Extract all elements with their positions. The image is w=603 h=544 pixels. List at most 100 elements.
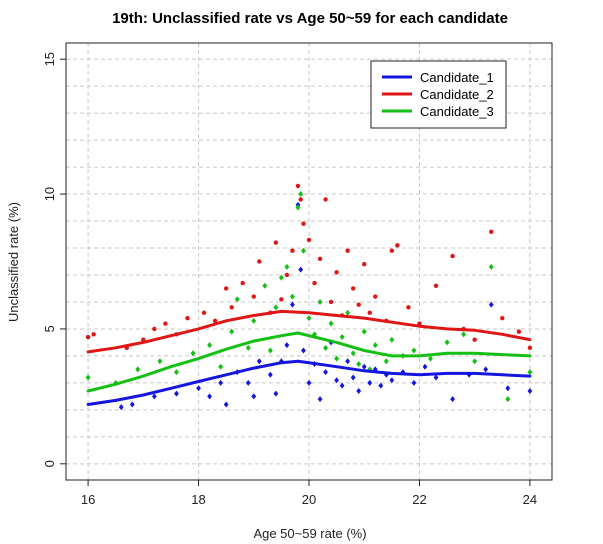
candidate-1-point (345, 358, 351, 365)
candidate-2-point (356, 302, 361, 307)
candidate-3-point (289, 293, 295, 300)
x-tick-label: 18 (191, 492, 205, 507)
trend-line-candidate-2 (86, 309, 532, 354)
candidate-2-point (185, 315, 190, 321)
legend-label: Candidate_3 (420, 104, 494, 119)
grid-lines (66, 43, 552, 480)
x-tick-label: 24 (523, 492, 537, 507)
x-axis-label: Age 50~59 rate (%) (253, 526, 366, 541)
candidate-2-point (527, 345, 533, 351)
candidate-3-point (218, 363, 224, 370)
candidate-1-point (350, 374, 356, 381)
candidate-2-point (85, 334, 91, 340)
candidate-1-point (527, 387, 533, 394)
candidate-2-point (389, 248, 395, 253)
legend: Candidate_1 Candidate_2 Candidate_3 (370, 60, 507, 129)
candidate-1-point (505, 385, 511, 392)
candidate-2-point (489, 229, 494, 235)
candidate-3-point (383, 358, 389, 365)
trend-line-candidate-1 (86, 359, 532, 406)
candidate-2-point (273, 240, 279, 245)
x-tick-label: 20 (302, 492, 316, 507)
candidate-1-point (334, 377, 340, 384)
chart-title: 19th: Unclassified rate vs Age 50~59 for… (112, 10, 508, 27)
candidate-2-point (362, 261, 367, 267)
x-tick-label: 22 (412, 492, 426, 507)
candidate-1-point (317, 396, 323, 403)
candidate-3-point (372, 342, 378, 349)
candidate-1-point (207, 393, 212, 400)
candidate-1-point (306, 379, 312, 386)
candidate-3-point (361, 328, 367, 335)
candidate-3-point (323, 344, 329, 351)
candidate-3-point (300, 247, 306, 254)
candidate-3-point (273, 304, 279, 311)
candidate-1-point (118, 404, 124, 411)
candidate-2-point (312, 280, 317, 286)
candidate-2-point (301, 221, 306, 226)
candidate-3-point (173, 369, 179, 376)
candidate-3-point (262, 282, 268, 289)
candidate-1-point (151, 393, 157, 400)
candidate-1-point (383, 371, 389, 378)
candidate-3-point (505, 396, 511, 403)
candidate-1-point (223, 401, 229, 408)
candidate-3-point (306, 315, 312, 322)
candidate-3-point (190, 350, 196, 357)
candidate-3-point (356, 361, 362, 368)
y-axis-label: Unclassified rate (%) (6, 202, 21, 322)
candidate-1-point (301, 347, 306, 354)
trend-line-candidate-3 (86, 331, 532, 393)
candidate-1-point (389, 377, 395, 384)
y-tick-label: 15 (42, 52, 57, 66)
candidate-3-point (411, 347, 417, 354)
candidate-2-point (350, 286, 356, 291)
candidate-2-point (201, 310, 207, 315)
candidate-3-point (157, 358, 163, 365)
candidate-2-point (345, 248, 350, 253)
candidate-2-point (317, 256, 323, 262)
candidate-1-point (378, 382, 384, 389)
candidate-3-point (267, 347, 273, 354)
candidate-2-point (367, 310, 372, 315)
candidate-2-point (433, 283, 439, 288)
x-axis-ticks: 16 18 20 22 24 (81, 480, 537, 507)
candidate-3-point (298, 191, 304, 198)
candidate-2-point (328, 299, 334, 305)
y-tick-label: 5 (42, 325, 57, 332)
candidate-3-point (444, 339, 450, 346)
candidate-1-point (290, 301, 295, 308)
candidate-1-point (129, 401, 135, 408)
candidate-1-point (251, 393, 257, 400)
candidate-2-point (298, 197, 303, 202)
candidate-2-point (450, 253, 455, 259)
candidate-3-point (428, 355, 433, 362)
candidate-2-point (223, 286, 229, 291)
candidate-1-point (273, 390, 279, 397)
candidate-3-point (350, 350, 356, 357)
candidate-2-point (284, 272, 290, 278)
candidate-1-point (488, 301, 494, 308)
candidate-2-point (240, 280, 245, 286)
candidate-1-point (367, 379, 373, 386)
x-tick-label: 16 (81, 492, 95, 507)
candidate-1-point (284, 342, 290, 349)
candidate-2-point (251, 294, 256, 299)
y-tick-label: 10 (42, 187, 57, 201)
candidate-1-point (256, 358, 262, 365)
candidate-3-point (234, 296, 240, 303)
candidate-2-point (472, 337, 477, 342)
candidate-2-point (163, 321, 168, 326)
candidate-1-point (339, 382, 345, 389)
candidate-3-point (245, 344, 251, 351)
candidate-3-point (317, 298, 323, 305)
legend-label: Candidate_1 (420, 70, 494, 85)
candidate-2-point (516, 329, 522, 334)
candidate-1-point (422, 363, 428, 370)
candidate-3-point (527, 369, 533, 376)
candidate-2-point (295, 183, 301, 189)
candidate-1-point (433, 374, 439, 381)
candidate-3-point (207, 342, 213, 349)
candidate-2-point (257, 259, 262, 264)
candidate-1-point (356, 387, 362, 394)
